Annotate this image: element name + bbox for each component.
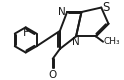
Text: S: S (102, 1, 109, 14)
Text: F: F (22, 28, 29, 38)
Text: CH₃: CH₃ (104, 37, 121, 46)
Text: N: N (58, 7, 66, 17)
Text: N: N (72, 37, 80, 47)
Text: O: O (49, 70, 57, 80)
